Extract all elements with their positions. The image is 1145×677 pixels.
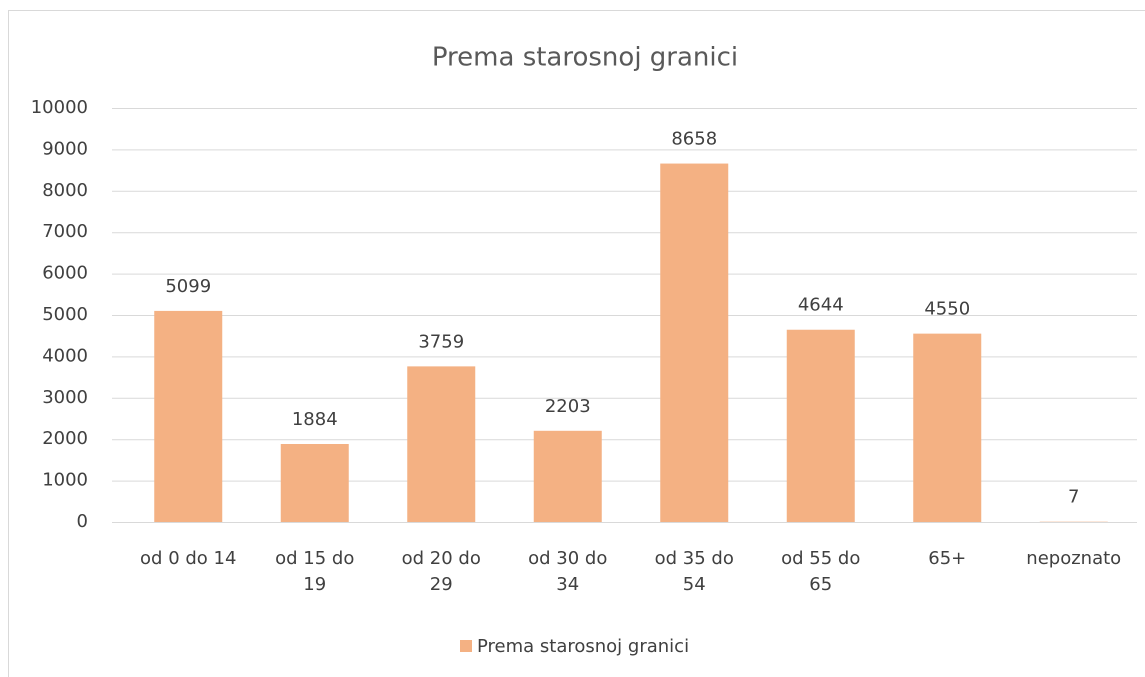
bar <box>913 333 982 522</box>
data-label: 1884 <box>292 409 338 430</box>
data-label: 4550 <box>924 299 970 320</box>
data-label: 8658 <box>671 129 717 150</box>
legend-label: Prema starosnoj granici <box>477 636 689 657</box>
data-label: 2203 <box>545 396 591 417</box>
y-tick-label: 1000 <box>42 470 88 491</box>
y-tick-label: 3000 <box>42 387 88 408</box>
y-tick-label: 6000 <box>42 263 88 284</box>
y-tick-label: 10000 <box>31 97 88 118</box>
legend-swatch <box>460 640 472 652</box>
data-label: 7 <box>1068 487 1079 508</box>
y-tick-label: 8000 <box>42 180 88 201</box>
y-tick-label: 5000 <box>42 304 88 325</box>
bar <box>660 163 729 522</box>
bar <box>280 444 349 522</box>
x-tick-label: od 30 do 34 <box>528 548 608 595</box>
bar <box>407 366 476 522</box>
data-label: 3759 <box>418 331 464 352</box>
y-tick-label: 4000 <box>42 345 88 366</box>
y-tick-label: 2000 <box>42 428 88 449</box>
x-tick-label: nepoznato <box>1026 548 1122 569</box>
y-tick-label: 9000 <box>42 138 88 159</box>
x-tick-label: od 20 do 29 <box>401 548 481 595</box>
data-label: 5099 <box>165 276 211 297</box>
x-tick-label: 65+ <box>928 548 967 569</box>
x-tick-label: od 0 do 14 <box>140 548 237 569</box>
bar <box>154 310 223 522</box>
chart-title: Prema starosnoj granici <box>432 43 738 73</box>
y-tick-label: 7000 <box>42 221 88 242</box>
bar <box>533 430 602 522</box>
y-tick-label: 0 <box>77 511 88 532</box>
data-label: 4644 <box>798 295 844 316</box>
bar <box>786 329 855 522</box>
x-tick-label: od 35 do 54 <box>654 548 734 595</box>
x-tick-label: od 15 do 19 <box>275 548 355 595</box>
x-tick-label: od 55 do 65 <box>781 548 861 595</box>
chart-border <box>8 10 1145 677</box>
